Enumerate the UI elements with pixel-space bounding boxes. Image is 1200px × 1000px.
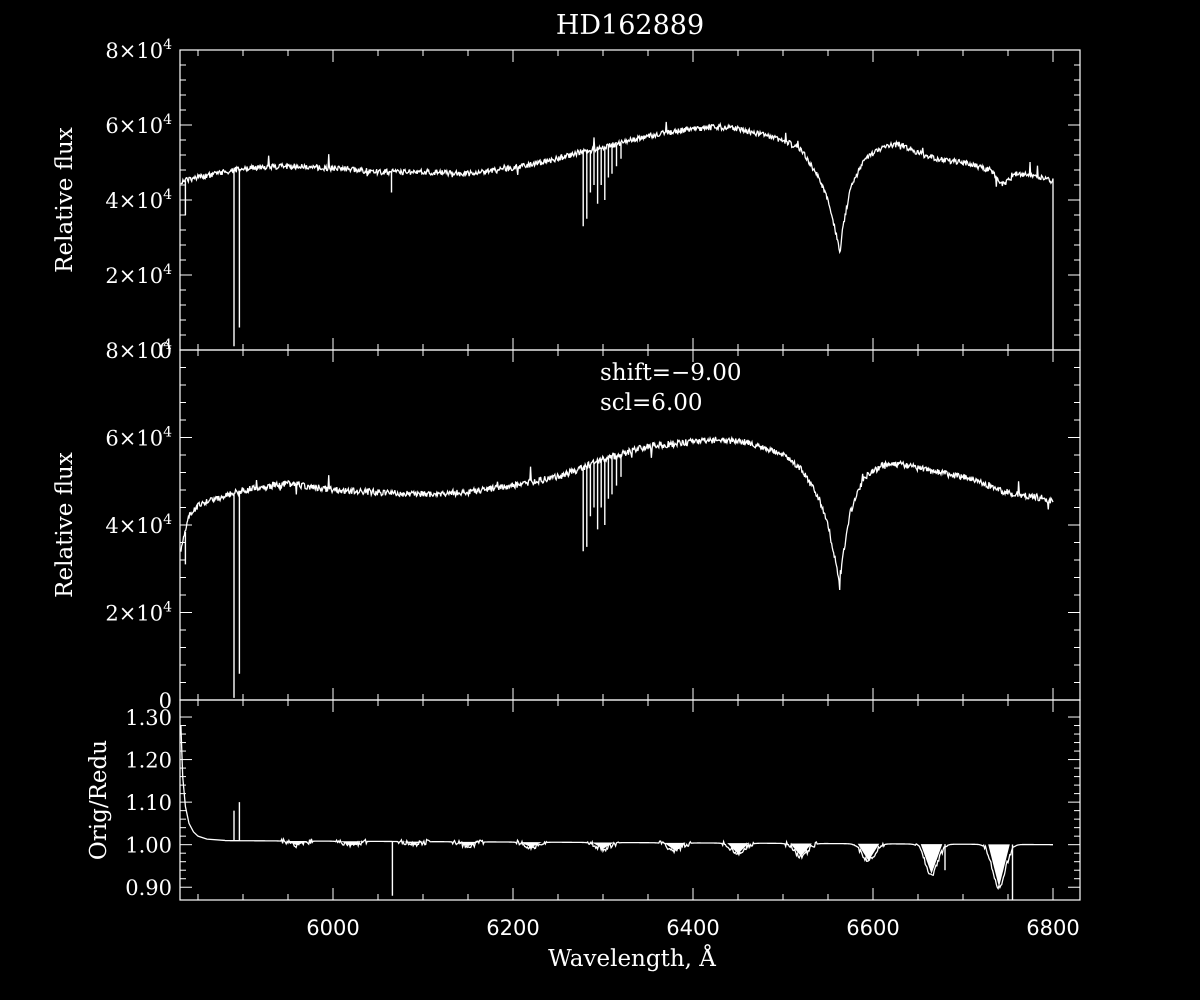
ratio-dip-8 <box>790 843 812 857</box>
panel-bottom-spikes <box>233 802 1014 900</box>
panel-bottom-y-axis-label: Orig/Redu <box>86 740 112 860</box>
panel-middle-y-ticks: 0 2×104 4×104 6×104 8×104 <box>105 337 1080 713</box>
y-tick-label-0: 0 <box>159 339 172 363</box>
y-tick-label-4: 8×104 <box>105 337 172 363</box>
x-tick-label-2: 6400 <box>666 916 719 940</box>
panel-middle-x-ticks <box>197 350 1054 700</box>
ratio-dip-1 <box>340 841 362 846</box>
panel-top-spectrum-line <box>180 121 1054 350</box>
panel-bottom-ratio-line <box>224 836 1053 891</box>
panel-top: 0 2×104 4×104 6×104 8×104 Relative flux <box>52 37 1081 363</box>
panel-bottom-y-ticks: 0.90 1.00 1.10 1.20 1.30 <box>125 706 1080 900</box>
panel-top-frame <box>179 49 1081 351</box>
ratio-dip-11 <box>988 844 1010 887</box>
x-tick-label-0: 6000 <box>306 916 359 940</box>
panel-top-y-axis-label: Relative flux <box>52 127 78 273</box>
panel-middle-y-axis-label: Relative flux <box>52 452 78 598</box>
panel-top-y-ticks: 0 2×104 4×104 6×104 8×104 <box>105 37 1080 363</box>
ratio-dip-4 <box>520 842 542 848</box>
y-tick-label-1: 1.00 <box>125 834 172 858</box>
y-tick-label-4: 8×104 <box>105 37 172 63</box>
panel-bottom-x-ticks <box>197 700 1054 900</box>
ratio-dip-7 <box>727 843 749 854</box>
y-tick-label-2: 4×104 <box>105 187 172 213</box>
ratio-dip-10 <box>920 844 943 874</box>
panel-middle-absorption-lines <box>184 454 622 698</box>
y-tick-label-3: 6×104 <box>105 425 172 451</box>
y-tick-label-0: 0.90 <box>125 876 172 900</box>
y-tick-label-3: 1.20 <box>125 749 172 773</box>
panel-bottom-dips <box>286 840 1010 887</box>
panel-top-x-ticks <box>197 50 1054 350</box>
ratio-dip-3 <box>457 841 479 847</box>
scale-annotation: scl=6.00 <box>600 390 703 416</box>
panel-bottom-frame <box>179 699 1081 901</box>
shift-annotation: shift=−9.00 <box>600 360 741 386</box>
ratio-dip-0 <box>286 840 308 846</box>
x-tick-label-4: 6800 <box>1026 916 1079 940</box>
x-axis-label: Wavelength, Å <box>548 944 716 972</box>
x-tick-label-3: 6600 <box>846 916 899 940</box>
panel-top-absorption-lines <box>184 143 622 347</box>
panel-bottom-edge-curve <box>180 725 226 842</box>
y-tick-label-1: 2×104 <box>105 600 172 626</box>
y-tick-label-4: 1.30 <box>125 706 172 730</box>
ratio-dip-2 <box>403 841 425 845</box>
ratio-dip-9 <box>857 843 880 861</box>
y-tick-label-1: 2×104 <box>105 262 172 288</box>
y-tick-label-0: 0 <box>159 689 172 713</box>
y-tick-label-2: 1.10 <box>125 791 172 815</box>
panel-bottom: 0.90 1.00 1.10 1.20 1.30 Orig/Redu Wavelengt… <box>86 699 1081 972</box>
ratio-dip-6 <box>664 842 686 851</box>
figure-title: HD162889 <box>556 10 704 41</box>
ratio-dip-5 <box>592 842 614 849</box>
x-tick-label-1: 6200 <box>486 916 539 940</box>
y-tick-label-2: 4×104 <box>105 512 172 538</box>
y-tick-label-3: 6×104 <box>105 112 172 138</box>
panel-middle: 0 2×104 4×104 6×104 8×104 Relative flux shif… <box>52 337 1081 713</box>
